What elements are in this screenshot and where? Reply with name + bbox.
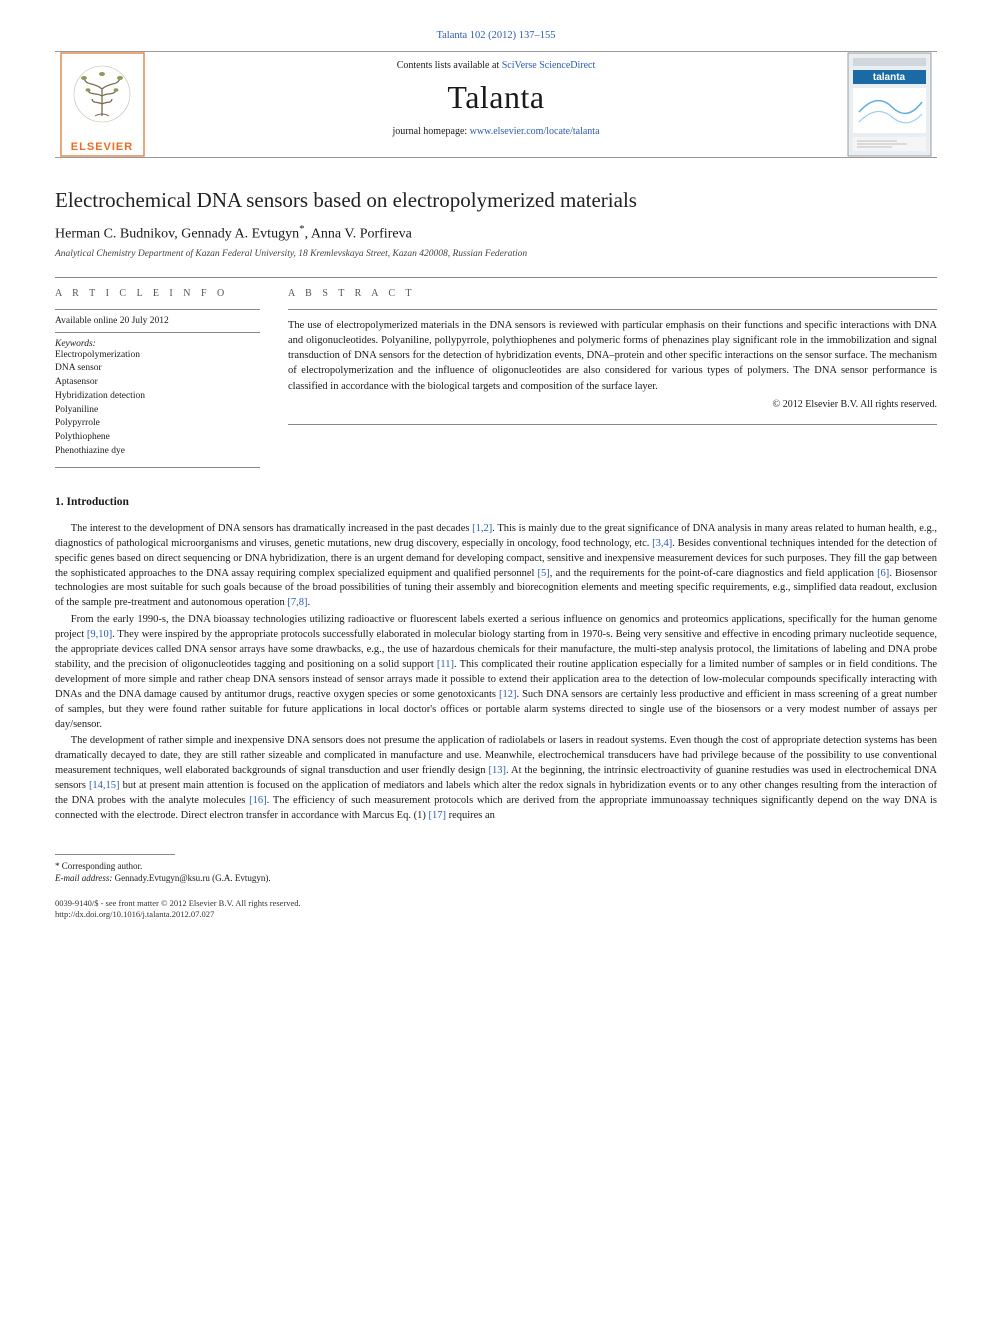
body-paragraph: The interest to the development of DNA s… bbox=[55, 522, 937, 611]
citation-link[interactable]: [16] bbox=[249, 795, 267, 806]
abstract-column: a b s t r a c t The use of electropolyme… bbox=[288, 278, 937, 468]
keyword-item: Electropolymerization bbox=[55, 349, 260, 363]
citation-link[interactable]: [11] bbox=[437, 659, 454, 670]
citation-link[interactable]: [3,4] bbox=[652, 538, 672, 549]
citation-link[interactable]: [17] bbox=[428, 810, 446, 821]
body-paragraph: The development of rather simple and ine… bbox=[55, 734, 937, 823]
abstract-text: The use of electropolymerized materials … bbox=[288, 309, 937, 413]
affiliation: Analytical Chemistry Department of Kazan… bbox=[55, 249, 937, 259]
keyword-item: Polythiophene bbox=[55, 431, 260, 445]
journal-cover: talanta bbox=[842, 52, 937, 157]
masthead-center: Contents lists available at SciVerse Sci… bbox=[150, 52, 842, 157]
corresponding-label: * Corresponding author. bbox=[55, 861, 937, 873]
author-3: Anna V. Porfireva bbox=[311, 227, 412, 242]
publisher-logo: ELSEVIER bbox=[55, 52, 150, 157]
talanta-cover-label: talanta bbox=[873, 72, 906, 83]
abstract-body: The use of electropolymerized materials … bbox=[288, 320, 937, 392]
info-abstract-row: a r t i c l e i n f o Available online 2… bbox=[55, 277, 937, 468]
body-paragraph: From the early 1990-s, the DNA bioassay … bbox=[55, 613, 937, 732]
keyword-item: Aptasensor bbox=[55, 376, 260, 390]
keywords-block: Keywords: Electropolymerization DNA sens… bbox=[55, 332, 260, 459]
issn-line: 0039-9140/$ - see front matter © 2012 El… bbox=[55, 898, 937, 909]
keyword-item: Polypyrrole bbox=[55, 417, 260, 431]
info-bottom-rule bbox=[55, 467, 260, 468]
keyword-item: Polyaniline bbox=[55, 404, 260, 418]
footer-meta: 0039-9140/$ - see front matter © 2012 El… bbox=[55, 898, 937, 920]
citation-link[interactable]: [6] bbox=[877, 568, 889, 579]
talanta-cover-icon: talanta bbox=[847, 52, 932, 157]
keyword-item: Phenothiazine dye bbox=[55, 445, 260, 459]
keywords-label: Keywords: bbox=[55, 339, 96, 349]
article-info-heading: a r t i c l e i n f o bbox=[55, 288, 260, 299]
elsevier-tree-icon: ELSEVIER bbox=[60, 52, 145, 157]
corresponding-email-link[interactable]: Gennady.Evtugyn@ksu.ru bbox=[115, 873, 210, 883]
article-title: Electrochemical DNA sensors based on ele… bbox=[55, 188, 937, 213]
contents-line: Contents lists available at SciVerse Sci… bbox=[150, 60, 842, 71]
author-1: Herman C. Budnikov bbox=[55, 227, 174, 242]
abstract-bottom-rule bbox=[288, 424, 937, 425]
citation-link[interactable]: [1,2] bbox=[472, 523, 492, 534]
homepage-prefix: journal homepage: bbox=[392, 126, 469, 137]
journal-name: Talanta bbox=[150, 79, 842, 116]
sciencedirect-link[interactable]: SciVerse ScienceDirect bbox=[502, 60, 596, 71]
citation-link[interactable]: [14,15] bbox=[89, 780, 120, 791]
authors-line: Herman C. Budnikov, Gennady A. Evtugyn*,… bbox=[55, 223, 937, 243]
masthead: ELSEVIER Contents lists available at Sci… bbox=[55, 51, 937, 158]
section-heading-introduction: 1. Introduction bbox=[55, 496, 937, 508]
citation-link[interactable]: [7,8] bbox=[287, 597, 307, 608]
article-info-column: a r t i c l e i n f o Available online 2… bbox=[55, 278, 260, 468]
elsevier-label: ELSEVIER bbox=[71, 141, 133, 153]
corresponding-author-footnote: * Corresponding author. E-mail address: … bbox=[55, 861, 937, 884]
author-2: Gennady A. Evtugyn bbox=[181, 227, 299, 242]
keyword-item: Hybridization detection bbox=[55, 390, 260, 404]
abstract-copyright: © 2012 Elsevier B.V. All rights reserved… bbox=[288, 398, 937, 413]
email-address: Gennady.Evtugyn@ksu.ru bbox=[115, 873, 210, 883]
header-citation: Talanta 102 (2012) 137–155 bbox=[55, 30, 937, 41]
available-online-date: Available online 20 July 2012 bbox=[55, 309, 260, 326]
abstract-heading: a b s t r a c t bbox=[288, 288, 937, 299]
citation-link[interactable]: [5] bbox=[538, 568, 550, 579]
citation-link[interactable]: [12] bbox=[499, 689, 517, 700]
homepage-line: journal homepage: www.elsevier.com/locat… bbox=[150, 126, 842, 137]
footnote-separator bbox=[55, 854, 175, 855]
email-label: E-mail address: bbox=[55, 873, 112, 883]
email-author-name: (G.A. Evtugyn). bbox=[212, 873, 271, 883]
keyword-item: DNA sensor bbox=[55, 362, 260, 376]
citation-link[interactable]: [13] bbox=[489, 765, 507, 776]
doi-line: http://dx.doi.org/10.1016/j.talanta.2012… bbox=[55, 909, 937, 920]
journal-homepage-link[interactable]: www.elsevier.com/locate/talanta bbox=[470, 126, 600, 137]
contents-prefix: Contents lists available at bbox=[397, 60, 502, 71]
citation-link[interactable]: [9,10] bbox=[87, 629, 112, 640]
